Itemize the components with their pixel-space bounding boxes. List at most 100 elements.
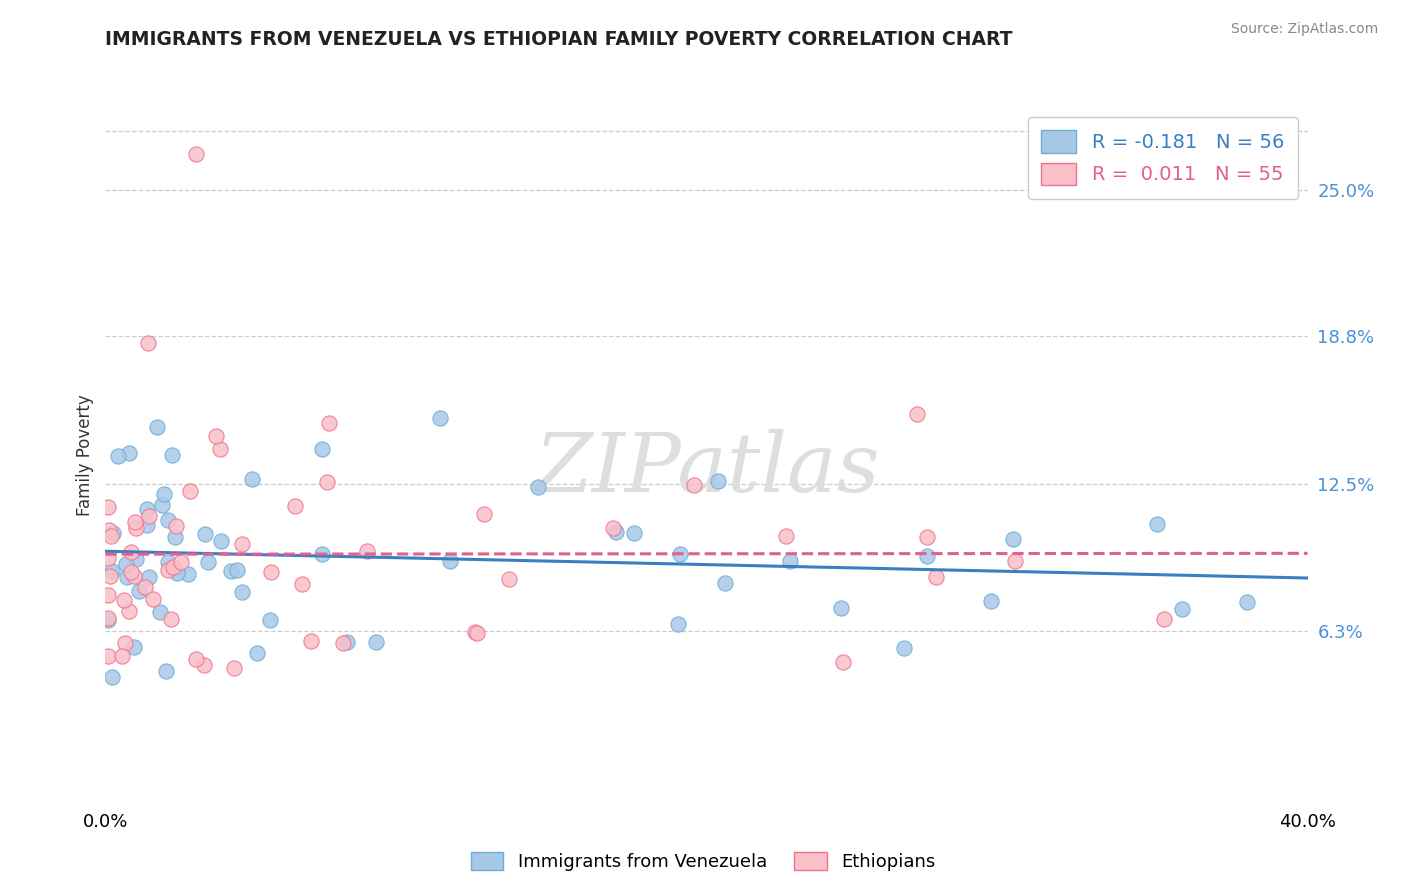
Point <box>166 566 188 580</box>
Point <box>101 526 124 541</box>
Point <box>125 551 148 566</box>
Point <box>162 448 184 462</box>
Point <box>779 554 801 568</box>
Point <box>136 335 159 350</box>
Point <box>197 555 219 569</box>
Point <box>100 670 122 684</box>
Point <box>149 605 172 619</box>
Point <box>231 537 253 551</box>
Point <box>707 474 730 488</box>
Point <box>128 584 150 599</box>
Point <box>186 651 208 665</box>
Point <box>472 507 495 521</box>
Point <box>830 600 852 615</box>
Text: Source: ZipAtlas.com: Source: ZipAtlas.com <box>1230 22 1378 37</box>
Point <box>915 531 938 545</box>
Point <box>259 613 281 627</box>
Point <box>209 442 232 456</box>
Point <box>332 636 354 650</box>
Legend: Immigrants from Venezuela, Ethiopians: Immigrants from Venezuela, Ethiopians <box>464 845 942 879</box>
Point <box>1153 612 1175 626</box>
Point <box>429 411 451 425</box>
Point <box>150 498 173 512</box>
Point <box>917 549 939 563</box>
Point <box>193 658 215 673</box>
Point <box>135 518 157 533</box>
Point <box>315 475 337 489</box>
Point <box>138 509 160 524</box>
Point <box>226 563 249 577</box>
Point <box>1236 595 1258 609</box>
Point <box>925 570 948 584</box>
Point <box>356 544 378 558</box>
Point <box>138 570 160 584</box>
Y-axis label: Family Poverty: Family Poverty <box>76 394 94 516</box>
Point <box>100 529 122 543</box>
Point <box>153 487 176 501</box>
Point <box>97 611 120 625</box>
Point <box>714 575 737 590</box>
Point <box>311 547 333 561</box>
Point <box>905 407 928 421</box>
Point <box>114 635 136 649</box>
Point <box>115 570 138 584</box>
Point <box>336 634 359 648</box>
Point <box>980 593 1002 607</box>
Point <box>101 564 124 578</box>
Point <box>284 499 307 513</box>
Point <box>156 563 179 577</box>
Point <box>179 483 201 498</box>
Point <box>364 635 387 649</box>
Point <box>259 565 281 579</box>
Point <box>97 500 120 515</box>
Point <box>107 449 129 463</box>
Point <box>97 613 120 627</box>
Legend: R = -0.181   N = 56, R =  0.011   N = 55: R = -0.181 N = 56, R = 0.011 N = 55 <box>1028 117 1298 199</box>
Point <box>205 429 228 443</box>
Point <box>1001 533 1024 547</box>
Point <box>246 647 269 661</box>
Point <box>98 524 121 538</box>
Point <box>157 555 180 569</box>
Point <box>526 480 548 494</box>
Point <box>124 515 146 529</box>
Text: ZIPatlas: ZIPatlas <box>534 429 879 508</box>
Point <box>98 569 121 583</box>
Point <box>165 530 187 544</box>
Point <box>155 664 177 678</box>
Point <box>120 545 142 559</box>
Point <box>602 521 624 535</box>
Point <box>111 649 134 664</box>
Point <box>311 442 333 457</box>
Point <box>209 533 232 548</box>
Point <box>122 640 145 654</box>
Text: IMMIGRANTS FROM VENEZUELA VS ETHIOPIAN FAMILY POVERTY CORRELATION CHART: IMMIGRANTS FROM VENEZUELA VS ETHIOPIAN F… <box>105 30 1012 49</box>
Point <box>605 525 627 540</box>
Point <box>170 555 193 569</box>
Point <box>464 625 486 640</box>
Point <box>666 617 689 632</box>
Point <box>439 554 461 568</box>
Point <box>118 604 141 618</box>
Point <box>177 567 200 582</box>
Point <box>184 147 207 161</box>
Point <box>136 502 159 516</box>
Point <box>97 588 120 602</box>
Point <box>112 592 135 607</box>
Point <box>1171 602 1194 616</box>
Point <box>97 551 120 566</box>
Point <box>156 514 179 528</box>
Point <box>623 525 645 540</box>
Point <box>194 526 217 541</box>
Point <box>668 547 690 561</box>
Point <box>318 417 340 431</box>
Point <box>291 577 314 591</box>
Point <box>165 518 187 533</box>
Point <box>146 420 169 434</box>
Point <box>115 558 138 572</box>
Point <box>1146 517 1168 532</box>
Point <box>162 560 184 574</box>
Point <box>134 580 156 594</box>
Point <box>1004 554 1026 568</box>
Point <box>498 572 520 586</box>
